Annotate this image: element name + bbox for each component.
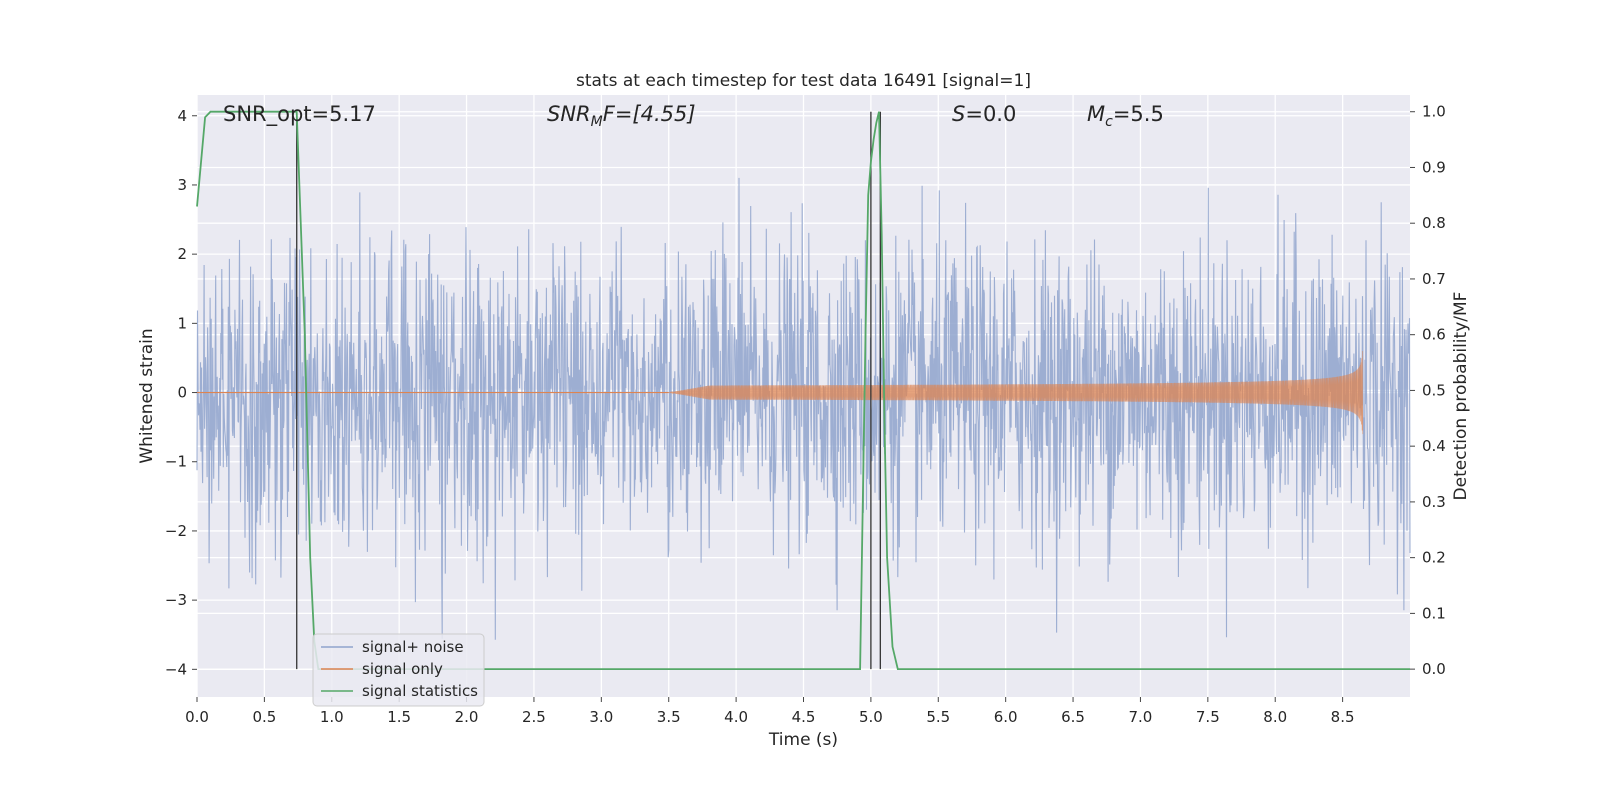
snr-mf-rest: F=[4.55]	[603, 102, 696, 126]
y-tick-label: 4	[177, 107, 187, 125]
legend-label-signal-statistics: signal statistics	[362, 682, 478, 700]
s-value: =0.0	[965, 102, 1016, 126]
y-tick-label: 0	[177, 384, 187, 402]
y-tick-label: −3	[165, 591, 187, 609]
legend-label-signal-only: signal only	[362, 660, 443, 678]
y-tick-label: 1	[177, 314, 187, 332]
snr-mf-subscript: M	[591, 114, 603, 130]
y-axis-label: Whitened strain	[137, 328, 157, 463]
y2-tick-label: 0.6	[1422, 326, 1446, 344]
chart-title: stats at each timestep for test data 164…	[576, 71, 1031, 91]
annotation-snr-mf: SNRMF=[4.55]	[547, 102, 696, 130]
x-tick-label: 2.0	[455, 708, 479, 726]
x-tick-label: 5.0	[859, 708, 883, 726]
y-tick-label: 2	[177, 245, 187, 263]
x-tick-label: 7.5	[1196, 708, 1220, 726]
x-tick-label: 8.5	[1331, 708, 1355, 726]
x-tick-label: 3.5	[657, 708, 681, 726]
y2-axis-label: Detection probability/MF	[1451, 292, 1471, 501]
x-tick-label: 0.0	[185, 708, 209, 726]
mc-value: =5.5	[1113, 102, 1164, 126]
x-tick-label: 7.0	[1129, 708, 1153, 726]
mc-main: M	[1087, 102, 1105, 126]
annotation-s: S=0.0	[952, 102, 1016, 126]
noise-trace	[196, 177, 1411, 640]
mc-subscript: c	[1105, 114, 1113, 130]
y2-axis-ticks: 0.0 0.1 0.2 0.3 0.4 0.5 0.6 0.7 0.8 0.9 1.0	[1410, 103, 1446, 678]
y2-tick-label: 0.2	[1422, 549, 1446, 567]
x-tick-label: 4.0	[724, 708, 748, 726]
y-tick-label: −1	[165, 453, 187, 471]
y-axis-ticks: −4 −3 −2 −1 0 1 2 3 4	[165, 107, 197, 678]
y-tick-label: −2	[165, 522, 187, 540]
y2-tick-label: 0.1	[1422, 604, 1446, 622]
x-tick-label: 4.5	[792, 708, 816, 726]
y2-tick-label: 0.8	[1422, 214, 1446, 232]
x-tick-label: 6.0	[994, 708, 1018, 726]
y-tick-label: −4	[165, 660, 187, 678]
x-tick-label: 8.0	[1263, 708, 1287, 726]
snr-mf-main: SNR	[547, 102, 591, 126]
x-tick-label: 1.5	[387, 708, 411, 726]
annotation-snr-opt: SNR_opt=5.17	[223, 102, 376, 127]
x-tick-label: 2.5	[522, 708, 546, 726]
legend: signal+ noise signal only signal statist…	[312, 633, 485, 707]
series-signal-statistics	[196, 110, 1410, 670]
legend-label-signal-plus-noise: signal+ noise	[362, 638, 464, 656]
x-tick-label: 6.5	[1061, 708, 1085, 726]
series-signal-plus-noise	[196, 177, 1411, 640]
y2-tick-label: 0.9	[1422, 158, 1446, 176]
x-axis-ticks: 0.0 0.5 1.0 1.5 2.0 2.5 3.0 3.5 4.0 4.5 5.0 5.5 6.0 6…	[185, 697, 1355, 726]
annotation-mc: Mc=5.5	[1087, 102, 1164, 130]
chirp-trace	[668, 350, 1364, 435]
s-variable: S	[952, 102, 965, 126]
series-signal-only	[197, 350, 1364, 435]
y2-tick-label: 0.4	[1422, 437, 1446, 455]
x-axis-label: Time (s)	[768, 730, 838, 750]
y-tick-label: 3	[177, 176, 187, 194]
y2-tick-label: 0.5	[1422, 381, 1446, 399]
x-tick-label: 0.5	[252, 708, 276, 726]
statistics-trace	[196, 110, 1410, 670]
y2-tick-label: 1.0	[1422, 103, 1446, 121]
x-tick-label: 3.0	[589, 708, 613, 726]
x-tick-label: 5.5	[926, 708, 950, 726]
y2-tick-label: 0.0	[1422, 660, 1446, 678]
x-tick-label: 1.0	[320, 708, 344, 726]
y2-tick-label: 0.3	[1422, 493, 1446, 511]
legend-box	[312, 633, 485, 707]
y2-tick-label: 0.7	[1422, 270, 1446, 288]
